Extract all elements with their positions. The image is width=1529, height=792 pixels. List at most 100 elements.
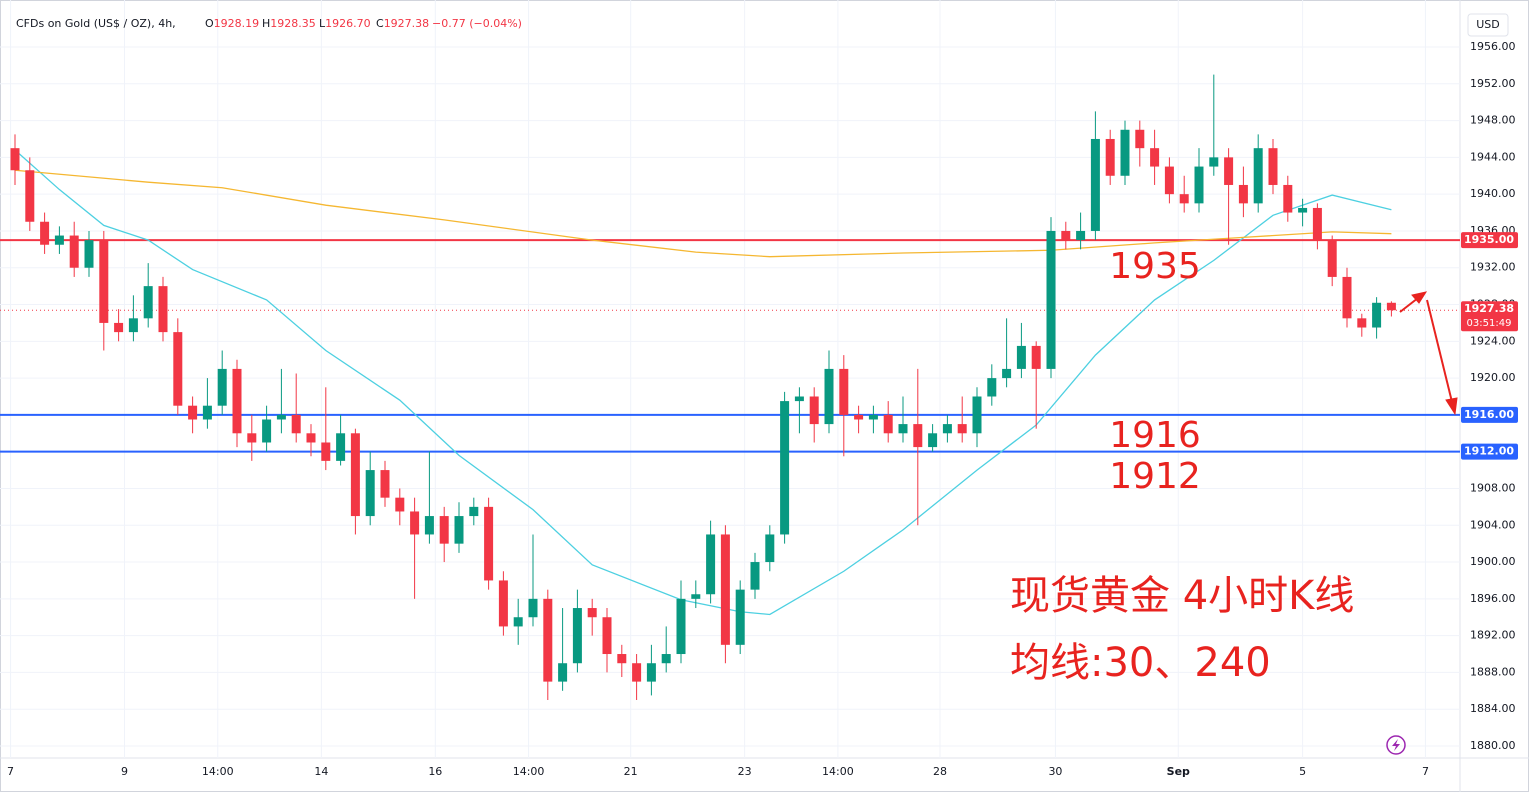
candle-body [188, 405, 198, 420]
candle-body [587, 608, 597, 618]
candle-body [232, 368, 242, 434]
candle-body [395, 497, 405, 512]
ohlc-key: H [262, 17, 270, 30]
candle-body [1016, 345, 1026, 369]
ohlc-key: C [376, 17, 384, 30]
candle-body [1164, 166, 1174, 195]
x-tick-label: 14:00 [513, 765, 545, 778]
candle-body [202, 405, 212, 420]
candle-body [410, 511, 420, 535]
candles [10, 74, 1396, 701]
ohlc-item: C1927.38 [376, 17, 429, 30]
candle-body [972, 396, 982, 434]
y-tick-label: 1908.00 [1470, 481, 1516, 494]
candle-body [1342, 276, 1352, 319]
candle-body [1120, 129, 1130, 176]
candle-body [291, 414, 301, 434]
level-tag [1461, 232, 1518, 249]
candle-body [1179, 194, 1189, 204]
candle-body [854, 414, 864, 420]
candle-body [913, 424, 923, 448]
x-tick-label: 7 [7, 765, 14, 778]
y-tick-label: 1920.00 [1470, 371, 1516, 384]
candle-body [720, 534, 730, 645]
candle-body [661, 654, 671, 664]
candle-body [809, 396, 819, 425]
moving-average [14, 149, 1392, 616]
candle-body [1031, 345, 1041, 369]
last-price-tag [1461, 301, 1518, 332]
candle-body [735, 589, 745, 645]
y-tick-label: 1944.00 [1470, 150, 1516, 163]
ohlc-header: O1928.19 H1928.35 L1926.70 C1927.38 [205, 17, 429, 30]
y-tick-label: 1896.00 [1470, 592, 1516, 605]
candle-body [646, 663, 656, 682]
level-tag [1461, 406, 1518, 423]
x-tick-label: 23 [738, 765, 752, 778]
candle-body [484, 506, 494, 581]
candle-body [883, 414, 893, 434]
x-tick-label: 5 [1299, 765, 1306, 778]
x-tick-label: 14 [314, 765, 328, 778]
candle-body [336, 433, 346, 461]
candle-body [365, 470, 375, 517]
candle-body [1135, 129, 1145, 149]
currency-box[interactable] [1467, 13, 1509, 37]
x-tick-label: Sep [1167, 765, 1190, 778]
x-tick-label: 9 [121, 765, 128, 778]
candle-body [350, 433, 360, 517]
candle-body [128, 318, 138, 333]
y-tick-label: 1892.00 [1470, 629, 1516, 642]
symbol: CFDs on Gold (US$ / OZ), 4h, [16, 17, 176, 30]
candle-body [380, 470, 390, 498]
candle-body [1386, 302, 1396, 311]
candle-body [794, 396, 804, 402]
y-tick-label: 1940.00 [1470, 187, 1516, 200]
candle-body [1327, 240, 1337, 277]
ohlc-key: O [205, 17, 214, 30]
y-tick-label: 1952.00 [1470, 77, 1516, 90]
candle-body [1372, 302, 1382, 328]
candle-body [839, 368, 849, 415]
candle-body [706, 534, 716, 595]
candle-body [513, 617, 523, 627]
y-tick-label: 1948.00 [1470, 114, 1516, 127]
candle-body [306, 433, 316, 443]
y-tick-label: 1956.00 [1470, 40, 1516, 53]
candle-body [1253, 148, 1263, 204]
candle-body [780, 401, 790, 535]
x-tick-label: 14:00 [202, 765, 234, 778]
y-tick-label: 1932.00 [1470, 261, 1516, 274]
candle-body [173, 332, 183, 406]
annotation: 均线:30、240 [1010, 640, 1271, 686]
candle-body [957, 424, 967, 434]
candle-body [1357, 318, 1367, 328]
y-tick-label: 1904.00 [1470, 518, 1516, 531]
last-price-label: 1927.38 [1464, 302, 1514, 315]
currency: USD [1476, 18, 1500, 31]
alert-icon[interactable] [1386, 735, 1406, 755]
x-tick-label: 7 [1422, 765, 1429, 778]
candle-body [1224, 157, 1234, 185]
candle-body [1268, 148, 1278, 185]
candle-body [1209, 157, 1219, 167]
candle-body [558, 663, 568, 682]
candle-body [1298, 207, 1308, 213]
candle-body [439, 516, 449, 544]
candle-body [1312, 207, 1322, 241]
candle-body [528, 598, 538, 618]
alert-bolt [1392, 739, 1400, 751]
annotation: 1935 [1109, 246, 1201, 287]
arrow [1399, 297, 1419, 313]
level-label: 1916.00 [1464, 408, 1514, 421]
x-tick-label: 28 [933, 765, 947, 778]
candle-body [99, 240, 109, 323]
level-label: 1912.00 [1464, 445, 1514, 458]
candle-body [765, 534, 775, 563]
candle-body [143, 286, 153, 319]
ohlc-value: 1927.38 [384, 17, 430, 30]
candle-body [498, 580, 508, 627]
candle-body [691, 594, 701, 599]
candle-body [114, 322, 124, 333]
